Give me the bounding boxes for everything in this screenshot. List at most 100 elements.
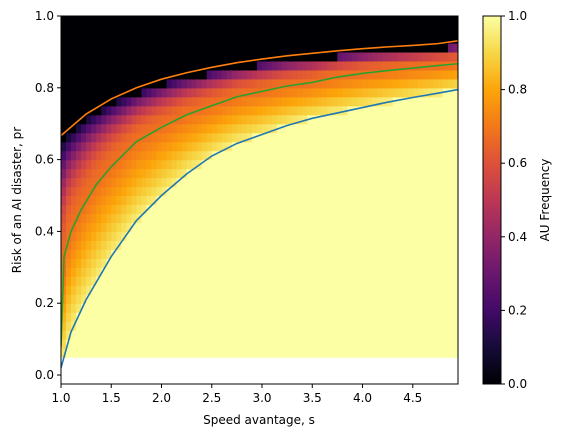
- heatmap-cell: [256, 249, 263, 259]
- heatmap-cell: [267, 42, 273, 53]
- heatmap-cell: [186, 186, 193, 197]
- heatmap-cell: [156, 87, 163, 98]
- heatmap-cell: [347, 330, 354, 340]
- heatmap-cell: [136, 204, 143, 215]
- heatmap-cell: [352, 294, 359, 304]
- heatmap-cell: [412, 60, 419, 71]
- heatmap-cell: [297, 231, 303, 241]
- heatmap-cell: [71, 285, 77, 295]
- heatmap-cell: [106, 16, 112, 26]
- heatmap-cell: [272, 285, 278, 295]
- heatmap-cell: [382, 231, 389, 241]
- heatmap-cell: [166, 303, 173, 313]
- heatmap-cell: [191, 231, 198, 241]
- heatmap-cell: [81, 150, 87, 161]
- heatmap-cell: [447, 231, 454, 241]
- heatmap-cell: [397, 276, 404, 286]
- heatmap-cell: [437, 339, 444, 349]
- heatmap-cell: [402, 285, 409, 295]
- heatmap-cell: [166, 258, 173, 268]
- heatmap-cell: [171, 321, 178, 331]
- heatmap-cell: [101, 186, 107, 197]
- heatmap-cell: [407, 16, 414, 26]
- heatmap-cell: [332, 321, 338, 331]
- heatmap-cell: [427, 348, 434, 358]
- heatmap-cell: [342, 339, 349, 349]
- heatmap-cell: [221, 285, 228, 295]
- heatmap-cell: [111, 186, 117, 197]
- heatmap-cell: [76, 177, 82, 188]
- heatmap-cell: [191, 339, 198, 349]
- heatmap-cell: [402, 240, 409, 250]
- heatmap-cell: [312, 294, 318, 304]
- heatmap-cell: [422, 33, 429, 44]
- heatmap-cell: [427, 258, 434, 268]
- heatmap-cell: [156, 339, 163, 349]
- heatmap-cell: [186, 303, 193, 313]
- heatmap-cell: [126, 150, 132, 161]
- heatmap-cell: [256, 258, 263, 268]
- heatmap-cell: [86, 240, 92, 250]
- heatmap-cell: [131, 312, 137, 322]
- heatmap-cell: [71, 204, 77, 215]
- heatmap-cell: [392, 177, 399, 188]
- heatmap-cell: [186, 348, 193, 358]
- heatmap-cell: [452, 78, 458, 89]
- heatmap-cell: [96, 321, 102, 331]
- heatmap-cell: [377, 16, 384, 26]
- heatmap-cell: [347, 204, 354, 215]
- heatmap-cell: [392, 195, 399, 206]
- heatmap-cell: [442, 159, 449, 170]
- heatmap-cell: [61, 348, 67, 358]
- heatmap-cell: [382, 213, 389, 224]
- heatmap-cell: [61, 204, 67, 215]
- heatmap-cell: [226, 204, 233, 215]
- heatmap-cell: [151, 285, 158, 295]
- heatmap-cell: [372, 177, 379, 188]
- heatmap-cell: [151, 258, 158, 268]
- heatmap-cell: [352, 213, 359, 224]
- heatmap-cell: [86, 96, 92, 107]
- heatmap-cell: [392, 339, 399, 349]
- heatmap-cell: [277, 42, 283, 53]
- heatmap-cell: [176, 312, 183, 322]
- heatmap-cell: [91, 258, 97, 268]
- heatmap-cell: [146, 42, 153, 53]
- heatmap-cell: [387, 330, 394, 340]
- heatmap-cell: [417, 303, 424, 313]
- heatmap-cell: [432, 267, 439, 277]
- heatmap-cell: [322, 123, 328, 134]
- heatmap-cell: [417, 222, 424, 233]
- heatmap-cell: [422, 96, 429, 107]
- heatmap-cell: [106, 114, 112, 125]
- heatmap-cell: [287, 69, 293, 80]
- heatmap-cell: [277, 114, 283, 125]
- heatmap-cell: [201, 195, 208, 206]
- heatmap-cell: [357, 168, 364, 179]
- heatmap-cell: [362, 69, 369, 80]
- heatmap-cell: [231, 78, 238, 89]
- heatmap-cell: [297, 51, 303, 62]
- heatmap-cell: [81, 78, 87, 89]
- heatmap-cell: [312, 186, 318, 197]
- heatmap-cell: [447, 258, 454, 268]
- heatmap-cell: [372, 312, 379, 322]
- heatmap-cell: [91, 222, 97, 233]
- heatmap-cell: [201, 177, 208, 188]
- heatmap-cell: [272, 78, 278, 89]
- heatmap-cell: [86, 33, 92, 44]
- heatmap-cell: [81, 213, 87, 224]
- heatmap-cell: [277, 105, 283, 116]
- heatmap-cell: [382, 222, 389, 233]
- heatmap-cell: [397, 105, 404, 116]
- heatmap-cell: [352, 249, 359, 259]
- heatmap-cell: [372, 159, 379, 170]
- heatmap-cell: [387, 132, 394, 143]
- heatmap-cell: [277, 78, 283, 89]
- heatmap-cell: [352, 204, 359, 215]
- heatmap-cell: [412, 231, 419, 241]
- heatmap-cell: [81, 177, 87, 188]
- heatmap-cell: [251, 213, 258, 224]
- heatmap-cell: [96, 195, 102, 206]
- heatmap-cell: [362, 276, 369, 286]
